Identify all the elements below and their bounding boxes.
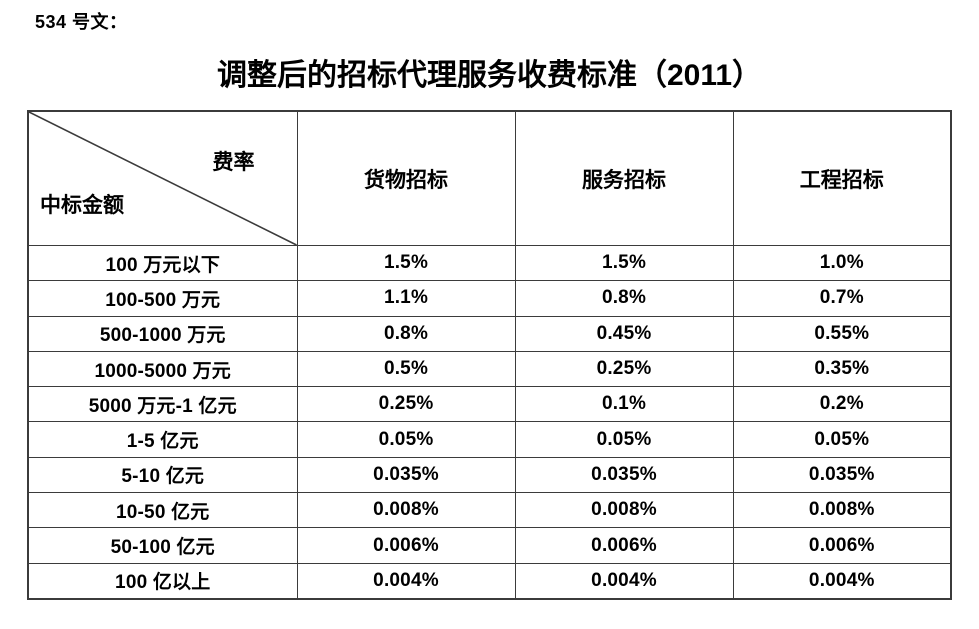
rate-cell: 0.008% bbox=[514, 492, 734, 529]
rate-cell: 0.2% bbox=[732, 386, 952, 423]
rate-cell: 0.8% bbox=[514, 280, 734, 317]
row-label-cell: 5-10 亿元 bbox=[27, 456, 298, 494]
rate-cell: 0.006% bbox=[732, 527, 952, 564]
rate-cell: 0.45% bbox=[514, 315, 734, 352]
rate-cell: 0.25% bbox=[296, 386, 516, 423]
row-label-cell: 500-1000 万元 bbox=[27, 315, 298, 352]
corner-cell: 费率 中标金额 bbox=[27, 110, 298, 246]
rate-cell: 0.35% bbox=[732, 350, 952, 388]
rate-cell: 1.5% bbox=[296, 244, 516, 282]
rate-cell: 0.004% bbox=[514, 562, 734, 600]
rate-cell: 0.008% bbox=[296, 492, 516, 529]
row-label-cell: 50-100 亿元 bbox=[27, 527, 298, 564]
column-header-goods-bidding: 货物招标 bbox=[296, 110, 516, 246]
row-label-cell: 100 亿以上 bbox=[27, 562, 298, 600]
rate-cell: 0.006% bbox=[514, 527, 734, 564]
rate-cell: 0.7% bbox=[732, 280, 952, 317]
rate-cell: 0.035% bbox=[296, 456, 516, 494]
table-row: 1000-5000 万元 0.5% 0.25% 0.35% bbox=[27, 350, 952, 388]
rate-cell: 0.008% bbox=[732, 492, 952, 529]
fee-table: 费率 中标金额 货物招标 服务招标 工程招标 100 万元以下 1.5% 1.5% 1… bbox=[27, 110, 952, 600]
rate-cell: 1.1% bbox=[296, 280, 516, 317]
rate-cell: 0.006% bbox=[296, 527, 516, 564]
column-header-service-bidding: 服务招标 bbox=[514, 110, 734, 246]
rate-cell: 1.0% bbox=[732, 244, 952, 282]
rate-cell: 0.8% bbox=[296, 315, 516, 352]
table-row: 10-50 亿元 0.008% 0.008% 0.008% bbox=[27, 492, 952, 529]
rate-cell: 0.05% bbox=[732, 421, 952, 458]
row-label-cell: 100-500 万元 bbox=[27, 280, 298, 317]
table-row: 1-5 亿元 0.05% 0.05% 0.05% bbox=[27, 421, 952, 458]
row-label-cell: 10-50 亿元 bbox=[27, 492, 298, 529]
diagonal-divider-line bbox=[29, 112, 297, 245]
row-label-cell: 5000 万元-1 亿元 bbox=[27, 386, 298, 423]
table-row: 5000 万元-1 亿元 0.25% 0.1% 0.2% bbox=[27, 386, 952, 423]
column-header-engineering-bidding: 工程招标 bbox=[732, 110, 952, 246]
rate-cell: 0.05% bbox=[296, 421, 516, 458]
corner-label-rate: 费率 bbox=[212, 151, 255, 174]
rate-cell: 0.1% bbox=[514, 386, 734, 423]
doc-ref-label: 534 号文： bbox=[35, 12, 128, 32]
rate-cell: 0.55% bbox=[732, 315, 952, 352]
header-row: 费率 中标金额 货物招标 服务招标 工程招标 bbox=[27, 110, 952, 246]
rate-cell: 0.05% bbox=[514, 421, 734, 458]
table-row: 50-100 亿元 0.006% 0.006% 0.006% bbox=[27, 527, 952, 564]
table-row: 500-1000 万元 0.8% 0.45% 0.55% bbox=[27, 315, 952, 352]
rate-cell: 0.5% bbox=[296, 350, 516, 388]
row-label-cell: 100 万元以下 bbox=[27, 244, 298, 282]
corner-label-amount: 中标金额 bbox=[40, 194, 124, 217]
table-row: 100-500 万元 1.1% 0.8% 0.7% bbox=[27, 280, 952, 317]
rate-cell: 1.5% bbox=[514, 244, 734, 282]
rate-cell: 0.25% bbox=[514, 350, 734, 388]
rate-cell: 0.004% bbox=[296, 562, 516, 600]
rate-cell: 0.004% bbox=[732, 562, 952, 600]
rate-cell: 0.035% bbox=[514, 456, 734, 494]
table-row: 100 万元以下 1.5% 1.5% 1.0% bbox=[27, 244, 952, 282]
row-label-cell: 1-5 亿元 bbox=[27, 421, 298, 458]
table-row: 100 亿以上 0.004% 0.004% 0.004% bbox=[27, 562, 952, 600]
table-row: 5-10 亿元 0.035% 0.035% 0.035% bbox=[27, 456, 952, 494]
rate-cell: 0.035% bbox=[732, 456, 952, 494]
row-label-cell: 1000-5000 万元 bbox=[27, 350, 298, 388]
page-title: 调整后的招标代理服务收费标准（2011） bbox=[216, 59, 763, 92]
